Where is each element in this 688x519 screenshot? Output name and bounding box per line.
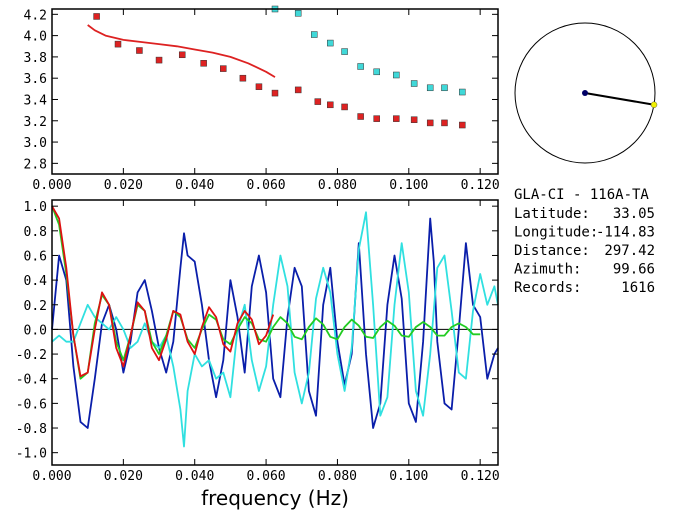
dispersion-series-1-point <box>410 80 418 87</box>
correlation-y-tick-label: -1.0 <box>16 447 47 462</box>
correlation-y-tick-label: 0.8 <box>24 225 47 240</box>
correlation-y-tick-label: 0.2 <box>24 299 47 314</box>
dispersion-y-tick-label: 2.8 <box>24 157 47 172</box>
dispersion-y-tick-label: 4.2 <box>24 8 47 23</box>
info-value: -114.83 <box>596 225 655 241</box>
dispersion-series-1-point <box>426 84 434 92</box>
station-info: GLA-CI - 116A-TA Latitude: 33.05 Longitude… <box>514 187 655 296</box>
dispersion-y-tick-label: 3.0 <box>24 136 47 151</box>
info-value: 1616 <box>621 280 655 296</box>
dispersion-x-tick-label: 0.000 <box>32 178 71 193</box>
info-label: Latitude: <box>514 206 590 222</box>
correlation-x-tick-label: 0.080 <box>318 469 357 484</box>
source-dot <box>582 90 588 96</box>
correlation-y-tick-label: -0.8 <box>16 422 47 437</box>
dispersion-panel: 0.000 0.020 0.040 0.060 0.080 0.100 0.120 2.8 3.… <box>24 5 500 193</box>
correlation-panel: 0.000 0.020 0.040 0.060 0.080 0.100 0.120 1.0 0.… <box>16 199 500 510</box>
dispersion-series-0-point <box>441 119 448 127</box>
dispersion-series-1-point <box>294 10 302 17</box>
station-dot <box>650 101 658 108</box>
info-label: Records: <box>514 280 581 296</box>
correlation-x-tick-label: 0.020 <box>104 469 143 484</box>
dispersion-series-0-point <box>255 83 263 90</box>
dispersion-x-tick-label: 0.060 <box>247 178 286 193</box>
info-value: 297.42 <box>604 243 655 259</box>
dispersion-y-tick-label: 3.8 <box>24 51 47 66</box>
dispersion-series-0-point <box>200 60 207 67</box>
correlation-series-3-line <box>51 205 275 378</box>
correlation-y-tick-label: -0.6 <box>16 397 47 412</box>
station-name: GLA-CI - 116A-TA <box>514 187 649 203</box>
dispersion-series-1-point <box>357 63 364 70</box>
correlation-y-tick-label: -0.2 <box>16 348 47 363</box>
dispersion-series-0-point <box>410 116 418 123</box>
azimuth-diagram <box>514 22 658 164</box>
info-value: 33.05 <box>613 206 655 222</box>
dispersion-series-0-point <box>271 89 279 97</box>
dispersion-x-tick-label: 0.080 <box>318 178 357 193</box>
dispersion-x-tick-label: 0.020 <box>104 178 143 193</box>
correlation-y-tick-label: -0.4 <box>16 373 47 388</box>
dispersion-series-0-point <box>155 56 163 64</box>
correlation-x-tick-label: 0.000 <box>32 469 71 484</box>
dispersion-series-0-point <box>357 113 364 120</box>
dispersion-y-tick-label: 3.4 <box>24 93 48 108</box>
dispersion-series-0-point <box>327 101 334 109</box>
correlation-plot-frame <box>51 199 499 466</box>
info-label: Azimuth: <box>514 262 581 278</box>
correlation-y-tick-label: 0.0 <box>24 323 47 338</box>
x-axis-label: frequency (Hz) <box>201 486 349 510</box>
dispersion-series-0-point <box>459 121 466 129</box>
dispersion-series-1-point <box>393 71 400 79</box>
correlation-x-tick-label: 0.040 <box>175 469 214 484</box>
dispersion-x-tick-label: 0.040 <box>175 178 214 193</box>
dispersion-series-0-point <box>239 74 247 82</box>
dispersion-plot-frame <box>51 8 499 175</box>
correlation-series-2-line <box>51 205 481 380</box>
dispersion-series-0-point <box>136 47 143 54</box>
dispersion-series-1-point <box>310 31 318 38</box>
dispersion-series-1-point <box>327 39 334 47</box>
dispersion-series-0-point <box>426 119 434 127</box>
dispersion-series-0-point <box>314 98 322 105</box>
info-value: 99.66 <box>613 262 655 278</box>
dispersion-series-1-point <box>441 84 448 92</box>
dispersion-series-0-point <box>93 13 100 20</box>
dispersion-series-1-point <box>341 48 348 55</box>
dispersion-series-0-point <box>393 115 400 122</box>
dispersion-series-1-point <box>459 88 466 96</box>
correlation-y-tick-label: 0.4 <box>24 274 48 289</box>
correlation-y-tick-label: 0.6 <box>24 249 47 264</box>
dispersion-x-tick-label: 0.120 <box>461 178 500 193</box>
dispersion-y-tick-label: 3.2 <box>24 115 47 130</box>
dispersion-series-0-point <box>220 65 227 72</box>
info-label: Longitude: <box>514 225 598 241</box>
azimuth-line <box>584 92 655 106</box>
dispersion-series-0-point <box>178 51 186 59</box>
info-label: Distance: <box>514 243 590 259</box>
dispersion-y-tick-label: 4.0 <box>24 30 47 45</box>
correlation-x-tick-label: 0.060 <box>247 469 286 484</box>
dispersion-series-0-point <box>341 103 348 111</box>
dispersion-y-tick-label: 3.6 <box>24 72 47 87</box>
dispersion-series-0-point <box>294 86 302 94</box>
correlation-x-tick-label: 0.100 <box>389 469 428 484</box>
dispersion-series-0-point <box>373 115 380 122</box>
dispersion-series-0-point <box>114 40 122 48</box>
dispersion-x-tick-label: 0.100 <box>389 178 428 193</box>
dispersion-series-2-line <box>87 24 276 78</box>
azimuth-circle <box>514 22 656 164</box>
dispersion-series-1-point <box>373 68 380 76</box>
correlation-y-tick-label: 1.0 <box>24 200 47 215</box>
correlation-x-tick-label: 0.120 <box>461 469 500 484</box>
